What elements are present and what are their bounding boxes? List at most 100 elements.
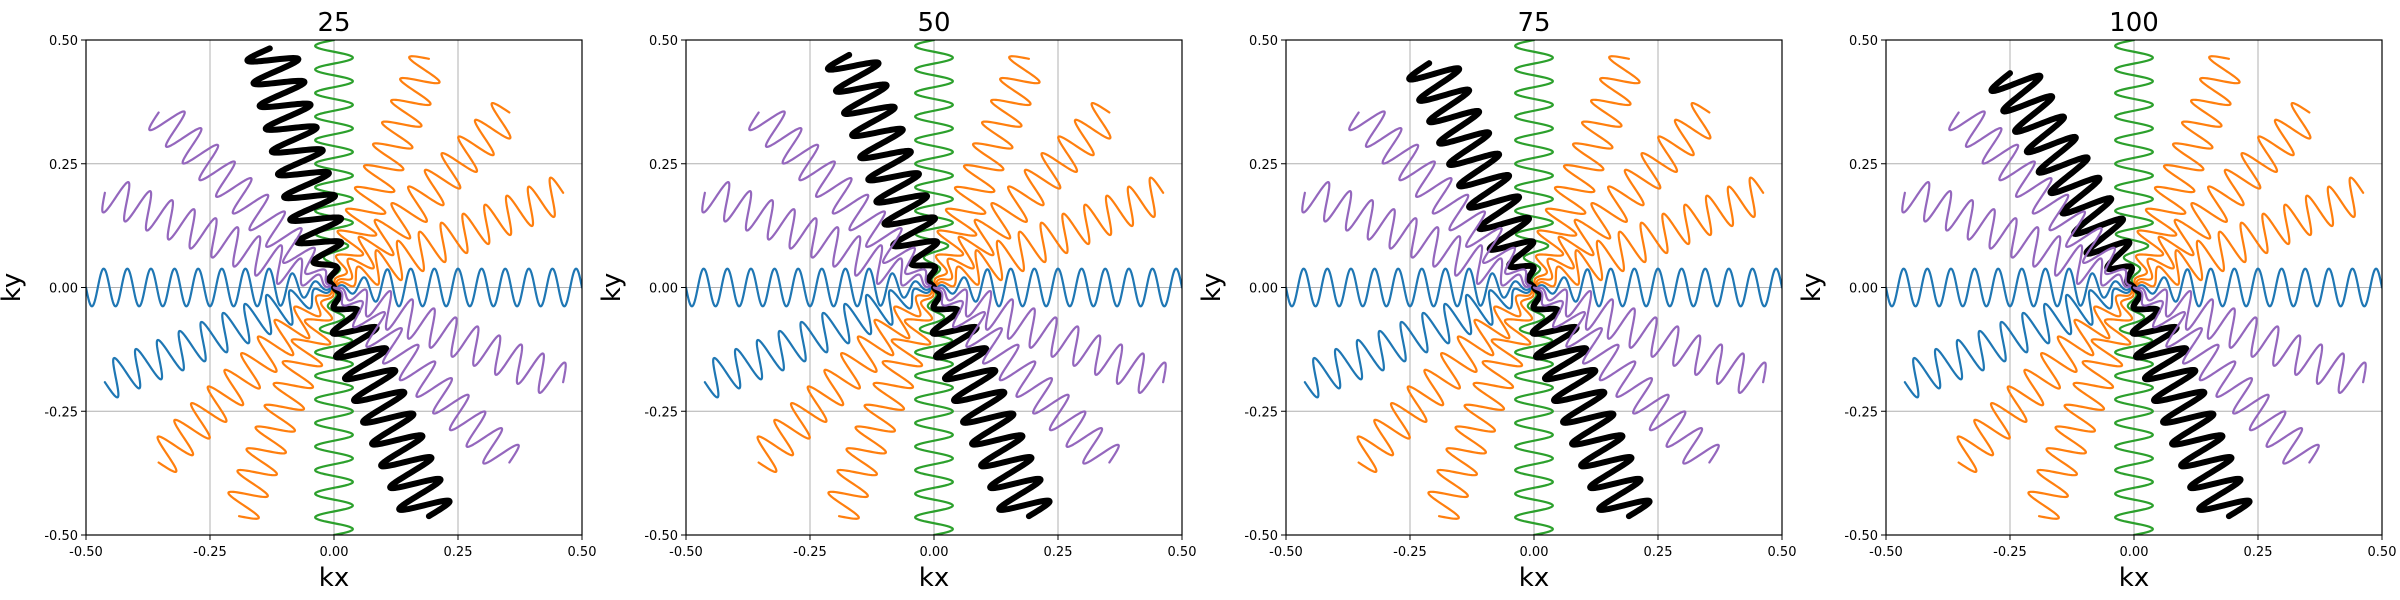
trajectory-line bbox=[2027, 286, 2136, 520]
y-tick-label: 0.00 bbox=[49, 282, 78, 297]
y-tick-label: 0.00 bbox=[1849, 282, 1878, 297]
panel-2: -0.50 -0.25 0.00 0.25 0.50 -0.50 -0.25 0.00 0.25… bbox=[597, 8, 1196, 593]
x-tick-label: 0.00 bbox=[2120, 545, 2149, 560]
trajectory-line bbox=[103, 286, 336, 399]
y-tick-label: 0.50 bbox=[649, 34, 678, 49]
trajectory-line bbox=[2114, 40, 2154, 289]
y-tick-label: -0.50 bbox=[44, 529, 78, 544]
y-tick-label: 0.00 bbox=[1249, 282, 1278, 297]
y-tick-label: 0.50 bbox=[49, 34, 78, 49]
x-axis-label: kx bbox=[2119, 563, 2149, 593]
trajectory-line bbox=[86, 267, 336, 308]
x-tick-label: -0.50 bbox=[669, 545, 703, 560]
y-tick-label: 0.50 bbox=[1249, 34, 1278, 49]
trajectory-line-highlight bbox=[244, 45, 345, 291]
trajectory-line bbox=[932, 102, 1112, 289]
plot-area bbox=[86, 40, 582, 535]
trajectory-line bbox=[1348, 110, 1536, 289]
trajectory-line bbox=[332, 176, 565, 289]
trajectory-line bbox=[1956, 286, 2136, 473]
trajectory-line-highlight bbox=[2129, 284, 2253, 520]
trajectory-line bbox=[2132, 286, 2367, 394]
trajectory-line bbox=[1303, 286, 1536, 399]
trajectory-line bbox=[227, 286, 336, 520]
trajectory-line bbox=[1514, 286, 1554, 535]
x-tick-label: 0.25 bbox=[1044, 545, 1073, 560]
y-tick-label: -0.25 bbox=[1244, 405, 1278, 420]
trajectory-line bbox=[314, 286, 354, 535]
x-tick-label: 0.50 bbox=[1768, 545, 1797, 560]
trajectory-line bbox=[1286, 267, 1536, 308]
trajectory-line bbox=[332, 102, 512, 289]
chart-title: 75 bbox=[1517, 8, 1550, 38]
y-tick-label: 0.25 bbox=[49, 158, 78, 173]
trajectory-line bbox=[1532, 55, 1641, 289]
trajectory-line bbox=[701, 181, 936, 289]
x-tick-label: -0.50 bbox=[69, 545, 103, 560]
y-axis-label: ky bbox=[1197, 273, 1227, 303]
x-tick-label: 0.25 bbox=[2244, 545, 2273, 560]
trajectory-line bbox=[1514, 40, 1554, 289]
trajectory-line bbox=[1901, 181, 2136, 289]
trajectory-line bbox=[1903, 286, 2136, 399]
y-tick-label: -0.25 bbox=[44, 405, 78, 420]
x-tick-label: 0.50 bbox=[568, 545, 597, 560]
trajectory-line bbox=[932, 267, 1182, 308]
trajectory-line bbox=[332, 55, 441, 289]
y-tick-label: 0.25 bbox=[649, 158, 678, 173]
trajectory-line bbox=[914, 286, 954, 535]
trajectory-line bbox=[2114, 286, 2154, 535]
trajectory-line-highlight bbox=[929, 284, 1053, 520]
trajectory-line bbox=[156, 286, 336, 473]
y-tick-label: -0.50 bbox=[1244, 529, 1278, 544]
trajectory-line bbox=[1532, 286, 1720, 465]
x-axis-label: kx bbox=[319, 563, 349, 593]
panel-3: -0.50 -0.25 0.00 0.25 0.50 -0.50 -0.25 0.00 0.25… bbox=[1197, 8, 1796, 593]
trajectory-line bbox=[748, 110, 936, 289]
trajectory-line bbox=[148, 110, 336, 289]
x-tick-label: -0.25 bbox=[193, 545, 227, 560]
x-tick-label: -0.50 bbox=[1869, 545, 1903, 560]
trajectory-line bbox=[932, 55, 1041, 289]
y-tick-label: -0.50 bbox=[644, 529, 678, 544]
trajectory-line bbox=[2132, 55, 2241, 289]
trajectory-line bbox=[1532, 176, 1765, 289]
chart-title: 50 bbox=[917, 8, 950, 38]
trajectory-line bbox=[314, 40, 354, 289]
x-tick-label: -0.25 bbox=[793, 545, 827, 560]
trajectory-line-highlight bbox=[1406, 60, 1537, 291]
plot-area bbox=[1886, 40, 2382, 535]
y-tick-label: -0.25 bbox=[1844, 405, 1878, 420]
trajectory-line bbox=[2132, 267, 2382, 308]
trajectory-line bbox=[1301, 181, 1536, 289]
trajectory-line bbox=[914, 40, 954, 289]
y-axis-label: ky bbox=[0, 273, 27, 303]
trajectory-line bbox=[932, 286, 1167, 394]
y-tick-label: 0.25 bbox=[1249, 158, 1278, 173]
trajectory-line-highlight bbox=[1529, 284, 1653, 520]
x-tick-label: 0.50 bbox=[2368, 545, 2397, 560]
y-tick-label: -0.25 bbox=[644, 405, 678, 420]
trajectory-line-highlight bbox=[329, 284, 453, 520]
trajectory-line bbox=[1356, 286, 1536, 473]
x-axis-label: kx bbox=[1519, 563, 1549, 593]
chart-title: 100 bbox=[2109, 8, 2159, 38]
trajectory-line bbox=[2132, 102, 2312, 289]
y-axis-label: ky bbox=[1797, 273, 1827, 303]
trajectory-line bbox=[827, 286, 936, 520]
trajectory-line bbox=[1532, 102, 1712, 289]
trajectory-line bbox=[2132, 176, 2365, 289]
trajectory-line bbox=[332, 286, 567, 394]
x-tick-label: -0.50 bbox=[1269, 545, 1303, 560]
plot-area bbox=[686, 40, 1182, 535]
x-tick-label: 0.00 bbox=[320, 545, 349, 560]
plot-area bbox=[1286, 40, 1782, 535]
trajectory-line bbox=[332, 267, 582, 308]
y-tick-label: -0.50 bbox=[1844, 529, 1878, 544]
x-axis-label: kx bbox=[919, 563, 949, 593]
trajectory-line-highlight bbox=[824, 51, 941, 291]
x-tick-label: 0.00 bbox=[920, 545, 949, 560]
panel-4: -0.50 -0.25 0.00 0.25 0.50 -0.50 -0.25 0.00 0.25… bbox=[1797, 8, 2396, 593]
trajectory-line bbox=[932, 286, 1120, 465]
